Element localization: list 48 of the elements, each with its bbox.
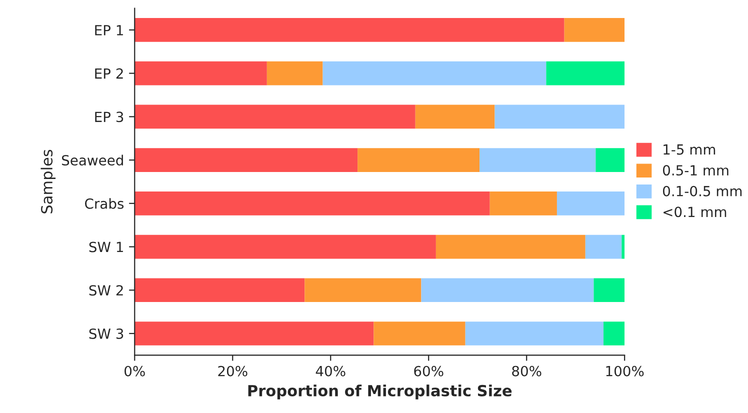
bar	[322, 61, 546, 86]
bar	[134, 234, 436, 259]
x-tick-label: 40%	[316, 366, 346, 376]
y-axis-title: Samples	[40, 150, 56, 214]
bar	[134, 61, 267, 86]
bar	[564, 18, 625, 42]
y-tick-label: Crabs	[85, 198, 124, 209]
bar	[134, 104, 416, 129]
y-tick-label: EP 2	[95, 68, 123, 79]
bar	[304, 278, 422, 302]
bar	[134, 322, 374, 346]
y-tick-label: Seaweed	[62, 154, 123, 166]
bar	[266, 61, 323, 86]
bar	[556, 191, 625, 216]
x-axis-title: Proportion of Microplastic Size	[248, 384, 512, 400]
y-tick-label: EP 3	[95, 112, 124, 122]
bar	[374, 322, 466, 346]
legend-label: 0.5-1 mm	[662, 165, 728, 176]
bar	[622, 234, 625, 259]
bar	[604, 322, 625, 346]
y-tick-label: SW 1	[89, 242, 123, 252]
bar	[480, 148, 596, 172]
bar	[594, 278, 625, 302]
bar	[415, 104, 495, 129]
legend-label: 0.1-0.5 mm	[662, 186, 742, 196]
bar	[134, 148, 358, 172]
x-tick-label: 20%	[218, 366, 248, 376]
bar	[436, 234, 586, 259]
bar	[494, 104, 625, 129]
bar	[134, 191, 490, 216]
y-tick-label: SW 3	[89, 328, 124, 339]
x-tick-label: 100%	[606, 366, 644, 376]
x-tick-label: 0%	[124, 366, 145, 376]
x-tick-label: 60%	[414, 366, 444, 376]
bar	[596, 148, 625, 172]
legend-label: 1-5 mm	[664, 144, 716, 155]
y-tick-label: SW 2	[89, 285, 123, 296]
bar	[465, 322, 604, 346]
legend-label: <0.1 mm	[664, 206, 726, 218]
y-tick-label: EP 1	[95, 25, 123, 36]
bar	[134, 278, 305, 302]
bar	[490, 191, 557, 216]
bar	[358, 148, 480, 172]
bar	[421, 278, 594, 302]
bar	[134, 18, 564, 42]
bar	[546, 61, 625, 86]
bar	[585, 234, 622, 259]
x-tick-label: 80%	[512, 366, 542, 376]
